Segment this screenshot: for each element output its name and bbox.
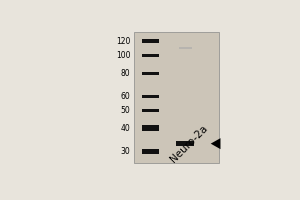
Text: 80: 80 — [121, 69, 130, 78]
FancyBboxPatch shape — [142, 72, 159, 75]
Text: 40: 40 — [121, 124, 130, 133]
FancyBboxPatch shape — [142, 39, 159, 43]
FancyBboxPatch shape — [142, 125, 159, 131]
Text: 120: 120 — [116, 37, 130, 46]
FancyBboxPatch shape — [179, 47, 191, 49]
Text: 100: 100 — [116, 51, 130, 60]
FancyBboxPatch shape — [142, 95, 159, 98]
FancyBboxPatch shape — [142, 109, 159, 112]
Text: 60: 60 — [121, 92, 130, 101]
Text: 30: 30 — [121, 147, 130, 156]
Text: Neuro-2a: Neuro-2a — [169, 123, 210, 164]
FancyBboxPatch shape — [134, 32, 219, 163]
Text: 50: 50 — [121, 106, 130, 115]
FancyBboxPatch shape — [142, 149, 159, 154]
Polygon shape — [211, 138, 220, 149]
FancyBboxPatch shape — [142, 54, 159, 57]
FancyBboxPatch shape — [176, 141, 194, 146]
